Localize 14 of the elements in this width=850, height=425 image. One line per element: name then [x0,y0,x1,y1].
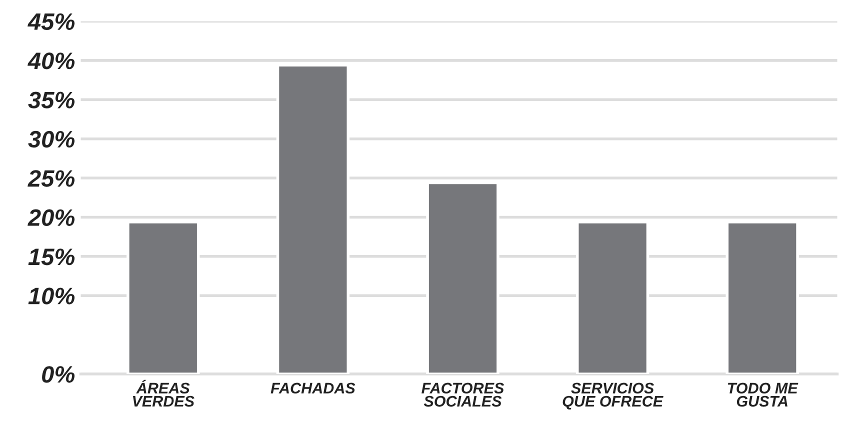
x-tick-label: ÁREAS VERDES [133,380,194,407]
y-tick-label: 35% [28,92,75,108]
y-tick-label: 40% [28,52,75,70]
y-tick-label: 15% [28,248,75,266]
x-tick-label: TODO ME GUSTA [728,382,798,407]
y-tick-label: 25% [28,170,75,187]
x-tick-label: FACTORES SOCIALES [422,382,504,407]
x-tick-label: FACHADAS [270,382,356,394]
y-tick-label: 20% [28,209,75,226]
y-tick-label: 10% [28,288,75,304]
y-tick-label: 45% [28,13,75,30]
y-tick-label: 0% [42,366,75,383]
y-tick-label: 30% [28,130,75,148]
x-tick-label: SERVICIOS QUE OFRECE [562,382,664,410]
